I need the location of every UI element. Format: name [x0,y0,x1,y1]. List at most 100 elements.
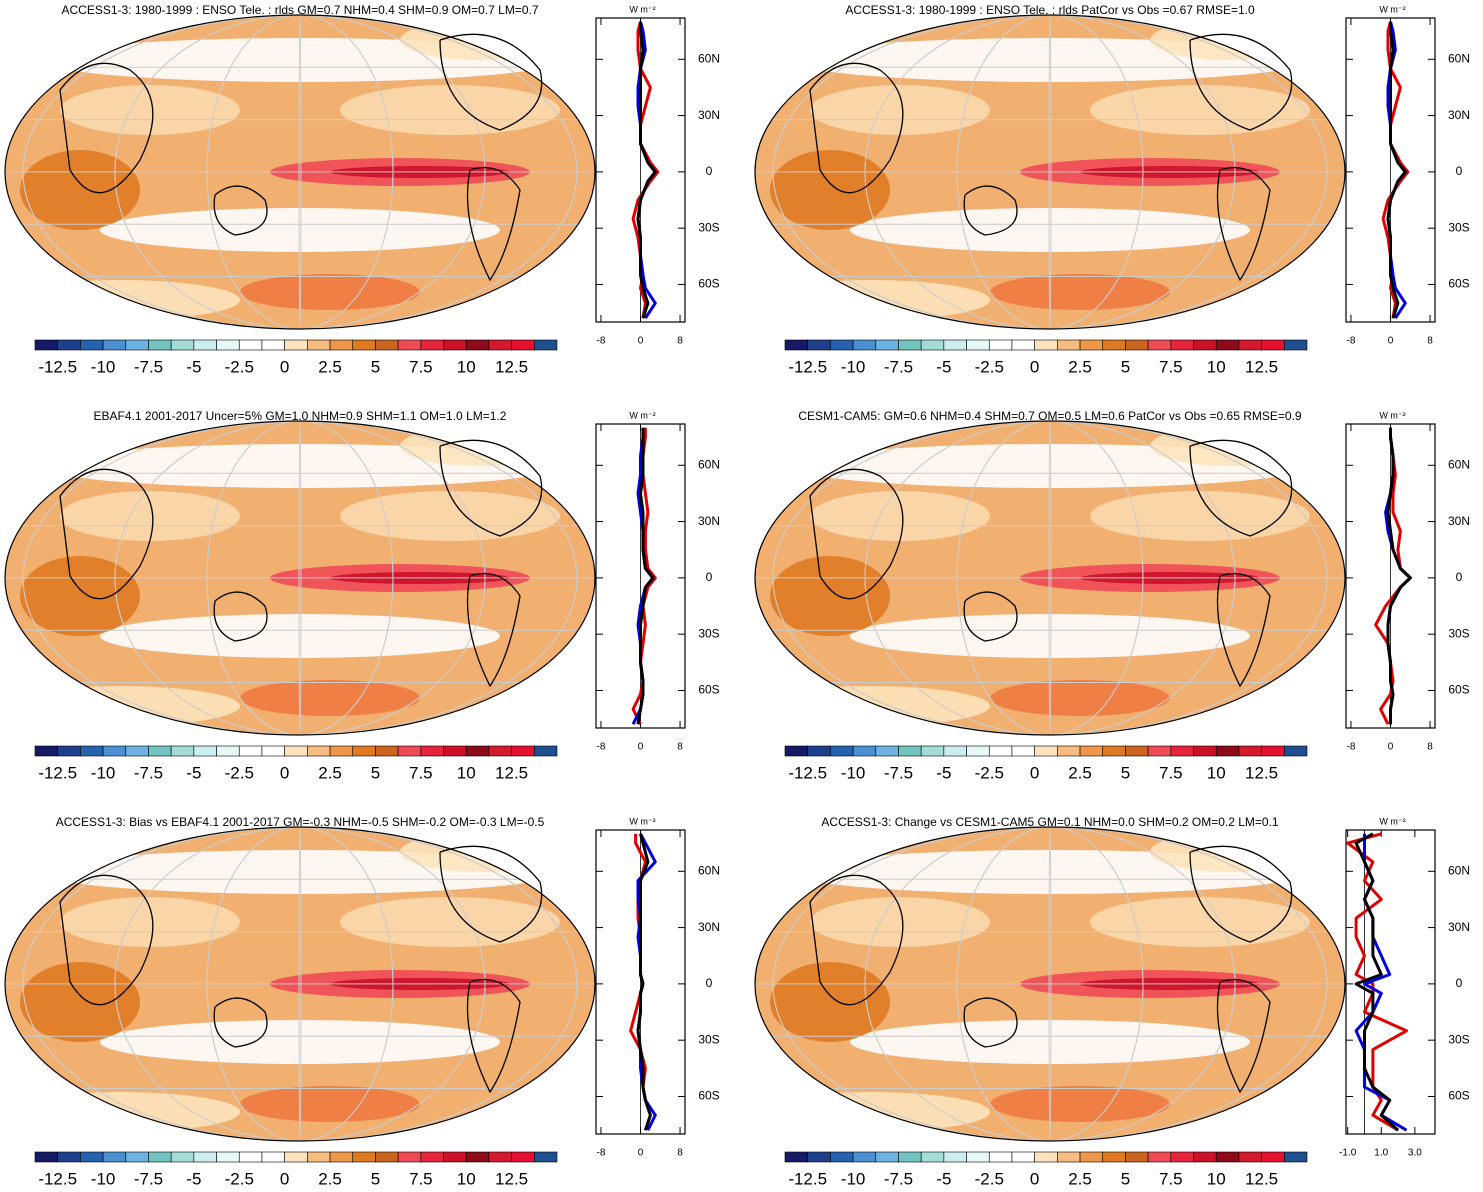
colorbar-label: -7.5 [884,357,913,376]
colorbar-label: 10 [1207,1169,1226,1187]
colorbar-box [57,1151,81,1163]
colorbar-box [34,1151,58,1163]
map-blob [5,1092,240,1132]
colorbar-label: 2.5 [1068,1169,1092,1187]
colorbar-box [238,339,263,351]
panel-title: EBAF4.1 2001-2017 Uncer=5% GM=1.0 NHM=0.… [94,409,507,423]
colorbar-label: 7.5 [1159,763,1183,782]
colorbar-box [784,339,808,351]
map-blob [990,274,1170,310]
map-blob [400,426,560,466]
colorbar-box [488,339,512,351]
map-blob [40,38,560,82]
colorbar-box [34,745,58,757]
colorbar-box [238,1151,263,1163]
map-blob [850,614,1250,658]
colorbar-box [1170,745,1194,757]
colorbar-box [1057,339,1081,351]
colorbar-box [852,1151,877,1163]
colorbar-box [830,745,854,757]
colorbar-box [261,339,285,351]
colorbar-box [1215,1151,1240,1163]
colorbar-box [397,1151,422,1163]
colorbar-box [1261,1151,1285,1163]
colorbar-box [1079,339,1104,351]
colorbar-box [1011,339,1035,351]
map-blob [20,150,140,230]
colorbar-box [261,1151,285,1163]
colorbar-box [1170,1151,1194,1163]
map-blob [40,444,560,488]
y-tick-label: 60S [698,277,719,291]
colorbar-box [966,339,990,351]
colorbar-label: -7.5 [134,1169,163,1187]
colorbar-label: -10 [91,357,116,376]
colorbar-label: -10 [91,763,116,782]
x-tick-label: -8 [596,336,605,347]
colorbar-box [1261,339,1285,351]
colorbar-label: -5 [186,357,201,376]
y-tick-label: 60N [698,51,720,65]
x-tick-label: 8 [1427,336,1433,347]
colorbar-label: -5 [936,763,951,782]
colorbar-label: 0 [280,357,289,376]
colorbar-box [193,1151,217,1163]
colorbar-label: -5 [186,1169,201,1187]
map-blob [810,491,990,541]
x-tick-label: 8 [1427,742,1433,753]
graticule [298,827,302,1141]
colorbar-label: 5 [371,357,380,376]
map-blob [1150,832,1310,872]
colorbar-box [807,745,831,757]
y-tick-label: 60S [1448,1089,1469,1103]
colorbar-box [784,745,808,757]
map-blob [990,680,1170,716]
x-tick-label: 0 [638,336,644,347]
colorbar-label: -12.5 [788,1169,827,1187]
graticule [206,421,394,735]
colorbar-box [238,745,263,757]
colorbar-box [1238,339,1262,351]
colorbar-box [1284,1151,1308,1163]
colorbar-box [966,745,990,757]
colorbar-box [1193,745,1217,757]
colorbar-box [216,1151,240,1163]
colorbar-box [1102,339,1126,351]
colorbar-box [852,339,877,351]
colorbar-box [1193,339,1217,351]
x-tick-label: 8 [677,742,683,753]
colorbar-box [875,339,899,351]
colorbar-label: 12.5 [495,763,528,782]
map-blob [790,850,1310,894]
colorbar-box [1193,1151,1217,1163]
y-tick-label: 60N [1448,863,1470,877]
colorbar-box [375,745,399,757]
colorbar-box [534,339,558,351]
colorbar-label: 12.5 [1245,357,1278,376]
colorbar-label: -10 [841,357,866,376]
colorbar-box [1057,745,1081,757]
panel: ACCESS1-3: 1980-1999 : ENSO Tele. : rlds… [4,3,720,376]
graticule [772,827,1328,1141]
coastline [809,845,1293,1094]
y-tick-label: 60N [1448,51,1470,65]
map-blob [790,444,1310,488]
colorbar-label: 0 [1030,1169,1039,1187]
panel-title: ACCESS1-3: Change vs CESM1-CAM5 GM=0.1 N… [821,815,1279,829]
graticule [298,421,302,735]
colorbar-box [443,745,467,757]
graticule [22,827,578,1141]
colorbar-box [875,745,899,757]
zonal-line [636,427,655,725]
map [754,14,1346,330]
colorbar-label: 7.5 [409,357,433,376]
map-blob [1150,20,1310,60]
colorbar-box [193,745,217,757]
colorbar-label: 2.5 [318,763,342,782]
map-blob [5,280,240,320]
colorbar-box [875,1151,899,1163]
panel-title: CESM1-CAM5: GM=0.6 NHM=0.4 SHM=0.7 OM=0.… [798,409,1302,423]
y-tick-label: 30S [698,1032,719,1046]
colorbar-box [1125,745,1149,757]
colorbar-box [148,745,172,757]
